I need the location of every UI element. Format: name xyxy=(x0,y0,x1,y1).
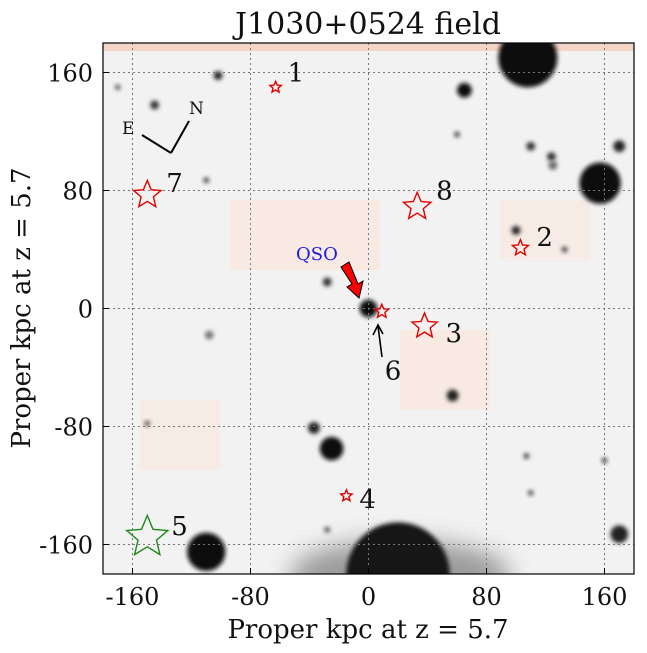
source-3-star xyxy=(410,311,439,339)
field-source-blob xyxy=(610,525,629,544)
qso-label: QSO xyxy=(296,244,338,265)
x-tick-label: 160 xyxy=(582,583,628,611)
source-7-star xyxy=(131,178,163,209)
y-axis-label: Proper kpc at z = 5.7 xyxy=(7,167,37,448)
field-source-blob xyxy=(511,225,521,235)
source-8-label: 8 xyxy=(436,177,453,207)
x-tick-label: -160 xyxy=(106,583,160,611)
field-source-blob xyxy=(526,141,536,151)
field-source-blob xyxy=(204,330,214,340)
source-markers xyxy=(124,79,531,557)
field-source-blob xyxy=(561,246,568,253)
x-tick-label: 80 xyxy=(471,583,502,611)
y-tick-label: 160 xyxy=(47,60,93,88)
axis-ticks: -160 -80 0 80 160 160 80 0 -80 -160 xyxy=(39,60,627,612)
field-source-blob xyxy=(114,84,121,91)
y-tick-label: 80 xyxy=(62,178,93,206)
source-labels: 1 2 3 4 5 6 7 8 xyxy=(166,58,553,542)
field-source-blob xyxy=(613,140,626,153)
source-2-label: 2 xyxy=(536,223,553,253)
north-arrow xyxy=(170,120,190,154)
field-source-blob xyxy=(319,436,344,461)
field-source-blob xyxy=(308,422,320,434)
field-source-blob xyxy=(548,161,558,170)
y-tick-label: -80 xyxy=(54,414,93,442)
field-source-blob xyxy=(527,489,534,496)
qso-annotation: QSO xyxy=(296,244,364,299)
x-tick-label: 0 xyxy=(361,583,376,611)
source-5-label: 5 xyxy=(171,512,188,542)
top-edge-residual xyxy=(103,43,634,51)
field-source-blob xyxy=(187,532,226,572)
field-source-blob xyxy=(322,277,332,287)
source-7-label: 7 xyxy=(166,169,183,199)
field-source-blob xyxy=(457,82,472,98)
source-4-star xyxy=(339,487,354,503)
source-6-star xyxy=(373,302,391,319)
field-source-blob xyxy=(144,420,151,427)
field-source-blob xyxy=(213,71,223,80)
residual-patch xyxy=(230,200,380,270)
east-label: E xyxy=(122,119,134,139)
field-source-blob xyxy=(546,152,556,161)
north-label: N xyxy=(189,99,204,119)
source-6-label: 6 xyxy=(385,356,402,386)
field-source-blob xyxy=(203,177,210,184)
source-1-star xyxy=(268,79,284,94)
field-source-blob xyxy=(454,131,460,138)
plot-area: -160 -80 0 80 160 160 80 0 -80 -160 xyxy=(39,42,635,612)
source-2-star xyxy=(510,237,531,257)
chart-title: J1030+0524 field xyxy=(232,7,501,42)
source-8-star xyxy=(401,190,433,220)
residual-patch xyxy=(140,400,220,470)
y-tick-label: -160 xyxy=(39,532,93,560)
field-sources xyxy=(114,43,629,574)
x-axis-label: Proper kpc at z = 5.7 xyxy=(227,615,508,645)
field-source-blob xyxy=(446,389,459,402)
source-5-star xyxy=(124,513,170,557)
x-tick-label: -80 xyxy=(231,583,270,611)
field-source-blob xyxy=(579,162,621,204)
gridlines xyxy=(103,43,634,574)
field-source-blob xyxy=(150,100,160,110)
y-tick-label: 0 xyxy=(78,296,93,324)
qso-arrow xyxy=(340,261,364,299)
field-source-blob xyxy=(523,453,530,459)
field-source-blob xyxy=(498,43,558,88)
compass: E N xyxy=(122,99,204,154)
source-1-label: 1 xyxy=(288,58,305,88)
source-4-label: 4 xyxy=(359,485,376,515)
source-3-label: 3 xyxy=(446,319,463,349)
east-arrow xyxy=(141,134,172,154)
source-6-arrow xyxy=(372,323,384,358)
field-source-blob xyxy=(346,522,450,574)
field-source-blob xyxy=(324,526,331,533)
residual-patch xyxy=(400,330,490,410)
field-source-blob xyxy=(601,457,608,464)
